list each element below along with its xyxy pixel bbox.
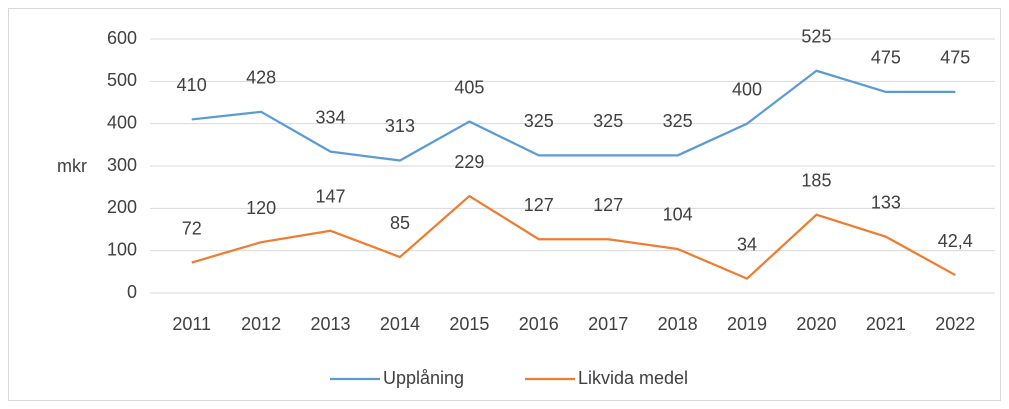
data-label: 325: [524, 111, 554, 131]
legend-label: Upplåning: [383, 368, 464, 388]
data-label: 133: [871, 192, 901, 212]
x-tick-label: 2018: [658, 314, 698, 334]
data-label: 127: [524, 195, 554, 215]
y-tick-label: 500: [107, 70, 137, 90]
data-label: 334: [316, 107, 346, 127]
data-label: 229: [454, 152, 484, 172]
x-tick-label: 2016: [519, 314, 559, 334]
y-tick-label: 100: [107, 239, 137, 259]
data-label: 525: [801, 27, 831, 47]
data-label: 428: [246, 68, 276, 88]
data-label: 42,4: [938, 231, 973, 251]
data-label: 325: [663, 111, 693, 131]
y-tick-label: 400: [107, 112, 137, 132]
data-label: 475: [871, 48, 901, 68]
series-line: [191, 69, 956, 162]
data-label: 405: [454, 77, 484, 97]
x-tick-label: 2014: [380, 314, 420, 334]
x-tick-label: 2019: [727, 314, 767, 334]
x-tick-label: 2022: [935, 314, 975, 334]
x-tick-label: 2011: [172, 314, 211, 334]
data-label: 85: [390, 213, 410, 233]
data-label: 147: [316, 187, 346, 207]
data-label: 120: [246, 198, 276, 218]
legend-label: Likvida medel: [578, 368, 688, 388]
x-tick-label: 2013: [311, 314, 351, 334]
x-tick-label: 2015: [449, 314, 489, 334]
data-label: 475: [940, 48, 970, 68]
data-label: 34: [737, 234, 757, 254]
y-tick-label: 200: [107, 197, 137, 217]
x-tick-label: 2021: [866, 314, 906, 334]
data-label: 325: [593, 111, 623, 131]
x-tick-label: 2017: [588, 314, 628, 334]
data-label: 185: [801, 170, 831, 190]
data-label: 72: [182, 218, 202, 238]
y-tick-label: 0: [127, 282, 137, 302]
data-label: 127: [593, 195, 623, 215]
data-label: 104: [663, 205, 693, 225]
series-line: [191, 194, 956, 280]
chart-border: [8, 8, 1001, 401]
y-tick-label: 300: [107, 155, 137, 175]
data-label: 410: [177, 75, 207, 95]
x-tick-label: 2012: [241, 314, 281, 334]
y-tick-label: 600: [107, 28, 137, 48]
data-label: 313: [385, 116, 415, 136]
y-axis-label: mkr: [57, 156, 87, 176]
x-tick-label: 2020: [796, 314, 836, 334]
data-label: 400: [732, 79, 762, 99]
